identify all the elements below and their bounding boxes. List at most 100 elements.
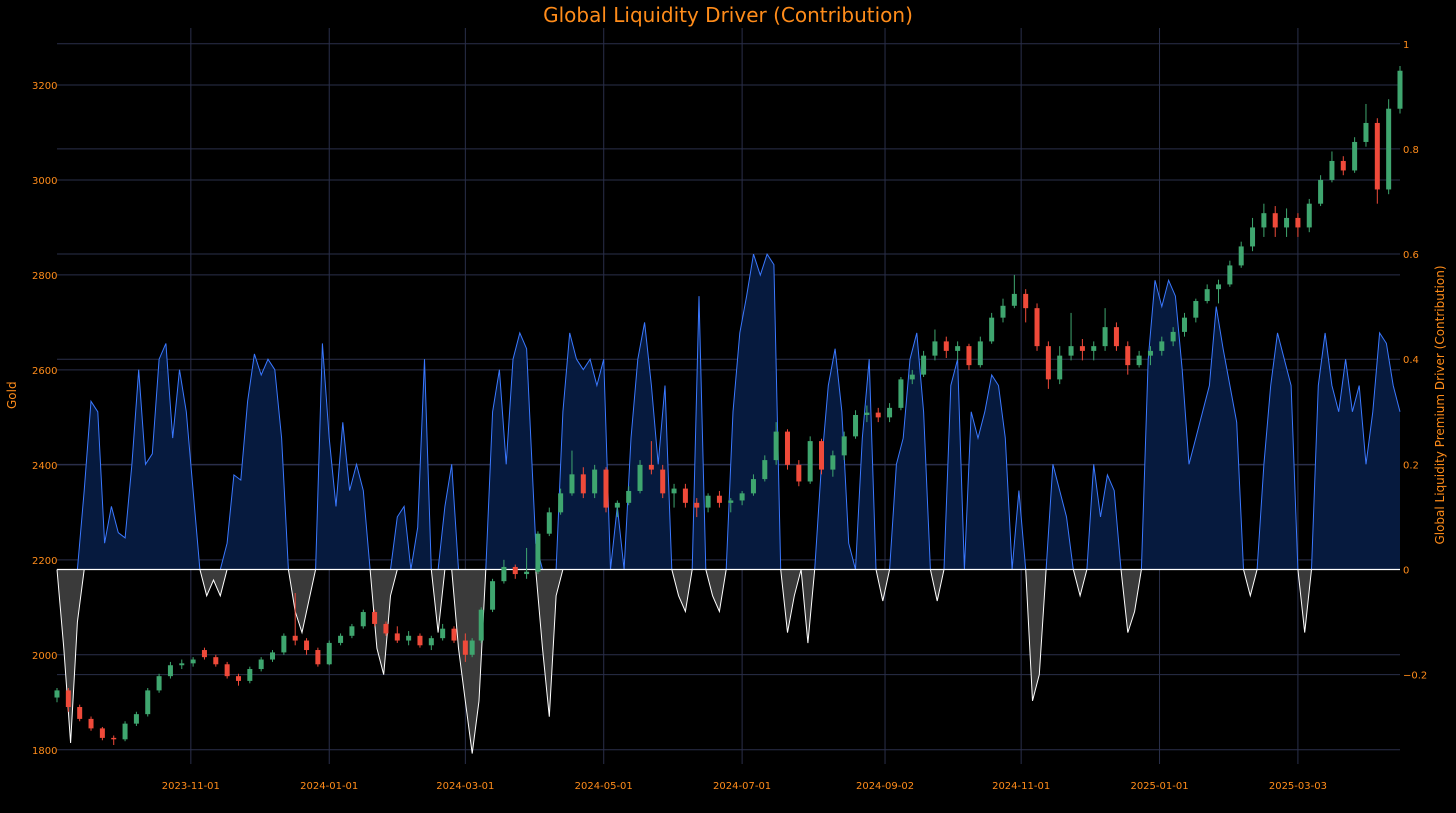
candle-body — [1193, 301, 1199, 318]
candle-body — [853, 414, 859, 437]
candle-body — [111, 737, 117, 740]
candle — [440, 623, 446, 641]
candle — [592, 464, 598, 499]
candle-body — [360, 612, 366, 627]
candle — [830, 450, 836, 477]
candle-body — [1295, 217, 1301, 228]
candle — [1034, 303, 1040, 351]
candle — [1011, 274, 1017, 309]
candle — [1170, 327, 1176, 347]
candle-body — [1147, 350, 1153, 356]
y-left-tick-label: 3200 — [32, 81, 57, 92]
candle-body — [1011, 293, 1017, 306]
candle — [1386, 99, 1392, 195]
y-axis-left-ticks: 1800 2000 2200 2400 2600 2800 3000 3200 — [32, 81, 57, 757]
candle — [524, 547, 530, 579]
candle — [955, 341, 961, 361]
candle-body — [1216, 284, 1222, 290]
candle — [1329, 151, 1335, 183]
candle — [1295, 213, 1301, 237]
candle-body — [1091, 346, 1097, 351]
candle — [546, 507, 552, 537]
candle — [773, 422, 779, 465]
candle-body — [326, 642, 332, 665]
candle-body — [875, 412, 881, 418]
candle — [281, 633, 287, 655]
candle-body — [394, 633, 400, 641]
candle-body — [224, 664, 230, 677]
y-right-tick-label: 1 — [1403, 40, 1409, 51]
candle-body — [99, 728, 105, 738]
candle — [417, 633, 423, 648]
candle — [1250, 217, 1256, 252]
candle-body — [750, 479, 756, 494]
candle-body — [864, 412, 870, 415]
candle — [258, 657, 264, 672]
candle-body — [167, 665, 173, 677]
candle — [490, 578, 496, 613]
candle — [1352, 137, 1358, 173]
candle-body — [841, 436, 847, 456]
candle — [1159, 336, 1165, 356]
candle-body — [213, 657, 219, 665]
candle — [88, 716, 94, 731]
candle-body — [682, 488, 688, 503]
candle-body — [1318, 179, 1324, 204]
candle-body — [1261, 213, 1267, 228]
candle-body — [898, 379, 904, 408]
candle — [819, 438, 825, 475]
candle-body — [796, 464, 802, 482]
candle-body — [1068, 346, 1074, 356]
candle — [796, 460, 802, 487]
candle — [694, 498, 700, 518]
candle — [750, 474, 756, 496]
candle — [614, 500, 620, 518]
candle-body — [304, 640, 310, 651]
y-axis-left-label: Gold — [5, 381, 19, 409]
candle-body — [156, 676, 162, 691]
candle-body — [773, 431, 779, 461]
candle — [569, 450, 575, 496]
candle — [898, 377, 904, 411]
candle-body — [830, 455, 836, 470]
candle-body — [77, 707, 83, 719]
positive-line — [57, 252, 1401, 570]
y-right-tick-label: 0.2 — [1403, 460, 1419, 471]
candle — [247, 666, 253, 684]
candle — [977, 336, 983, 368]
candle-body — [762, 460, 768, 480]
candle — [1216, 279, 1222, 304]
candle — [853, 410, 859, 439]
candle-body — [1102, 327, 1108, 347]
candle — [304, 638, 310, 655]
candle-body — [478, 609, 484, 641]
y-axis-right-label: Global Liquidity Premium Driver (Contrib… — [1433, 265, 1447, 545]
candle-body — [660, 469, 666, 494]
x-axis-ticks: 2023-11-01 2024-01-01 2024-03-01 2024-05-01… — [162, 781, 1327, 792]
candle — [179, 659, 185, 670]
candle — [145, 688, 151, 717]
candle-body — [524, 571, 530, 575]
candle — [671, 483, 677, 508]
candle-body — [383, 623, 389, 634]
candle-body — [145, 690, 151, 715]
candle — [1318, 175, 1324, 207]
candle-body — [179, 663, 185, 666]
candle — [428, 635, 434, 651]
candle — [716, 490, 722, 508]
positive-fill — [57, 254, 1400, 570]
x-tick-label: 2024-07-01 — [713, 781, 771, 792]
y-left-tick-label: 2800 — [32, 271, 57, 282]
x-tick-label: 2024-05-01 — [575, 781, 633, 792]
candle — [1125, 341, 1131, 375]
y-right-tick-label: 0 — [1403, 565, 1409, 576]
candle — [637, 460, 643, 494]
candle-body — [122, 723, 128, 740]
x-tick-label: 2023-11-01 — [162, 781, 220, 792]
candle-body — [1250, 227, 1256, 247]
candle — [682, 483, 688, 508]
candle-body — [462, 640, 468, 655]
candle — [728, 498, 734, 513]
candle-body — [315, 650, 321, 665]
candle — [406, 631, 412, 646]
